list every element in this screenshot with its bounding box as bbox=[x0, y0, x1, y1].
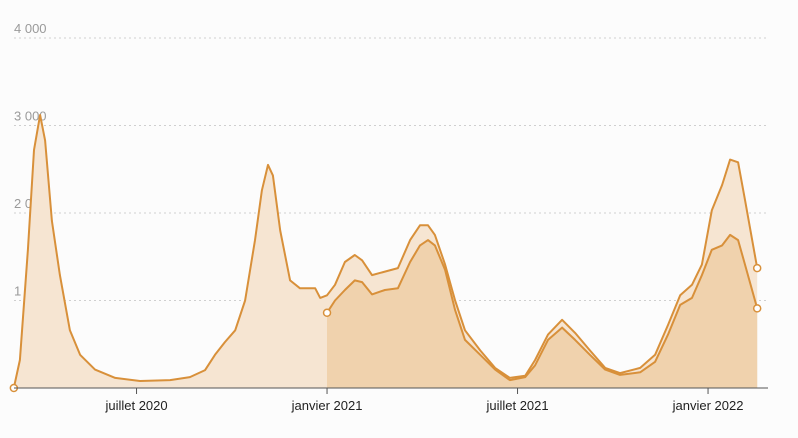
x-tick-label: juillet 2021 bbox=[485, 398, 548, 413]
end-marker bbox=[322, 308, 332, 317]
x-tick-label: janvier 2021 bbox=[291, 398, 363, 413]
grid bbox=[14, 37, 768, 301]
x-tick-label: juillet 2020 bbox=[104, 398, 167, 413]
area bbox=[327, 234, 758, 388]
end-marker bbox=[752, 304, 762, 313]
y-tick-label: 4 000 bbox=[14, 21, 47, 36]
end-marker bbox=[752, 263, 762, 273]
x-tick-label: janvier 2022 bbox=[672, 398, 744, 413]
line bbox=[12, 114, 759, 389]
line bbox=[326, 233, 759, 382]
